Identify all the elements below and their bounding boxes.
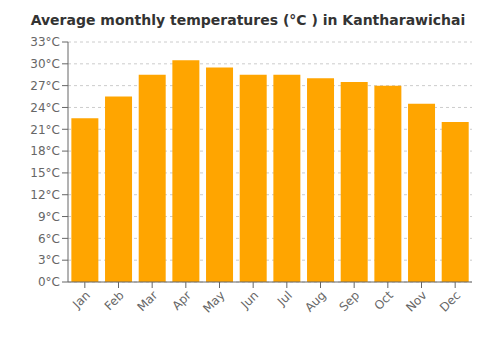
svg-text:Mar: Mar xyxy=(134,288,160,314)
html-text:Average monthly temperatures (: Average monthly temperatures (°C ) in Ka… xyxy=(30,12,466,28)
svg-text:18°C: 18°C xyxy=(30,144,60,158)
svg-text:24°C: 24°C xyxy=(30,101,60,115)
svg-text:Sep: Sep xyxy=(336,288,362,314)
svg-text:6°C: 6°C xyxy=(38,232,60,246)
svg-text:3°C: 3°C xyxy=(38,253,60,267)
svg-text:Oct: Oct xyxy=(371,288,396,313)
svg-text:33°C: 33°C xyxy=(30,35,60,49)
svg-text:30°C: 30°C xyxy=(30,57,60,71)
svg-text:12°C: 12°C xyxy=(30,188,60,202)
svg-text:Jul: Jul xyxy=(274,288,295,309)
svg-text:9°C: 9°C xyxy=(38,210,60,224)
svg-text:21°C: 21°C xyxy=(30,123,60,137)
svg-text:Apr: Apr xyxy=(169,288,194,313)
svg-text:Nov: Nov xyxy=(403,288,429,314)
svg-text:May: May xyxy=(200,288,227,315)
svg-text:27°C: 27°C xyxy=(30,79,60,93)
svg-text:Feb: Feb xyxy=(102,288,127,313)
svg-text:Jun: Jun xyxy=(237,288,261,312)
svg-text:15°C: 15°C xyxy=(30,166,60,180)
svg-text:Aug: Aug xyxy=(302,288,328,314)
svg-text:Jan: Jan xyxy=(69,288,93,312)
svg-text:Dec: Dec xyxy=(437,288,463,314)
svg-text:0°C: 0°C xyxy=(38,275,60,289)
